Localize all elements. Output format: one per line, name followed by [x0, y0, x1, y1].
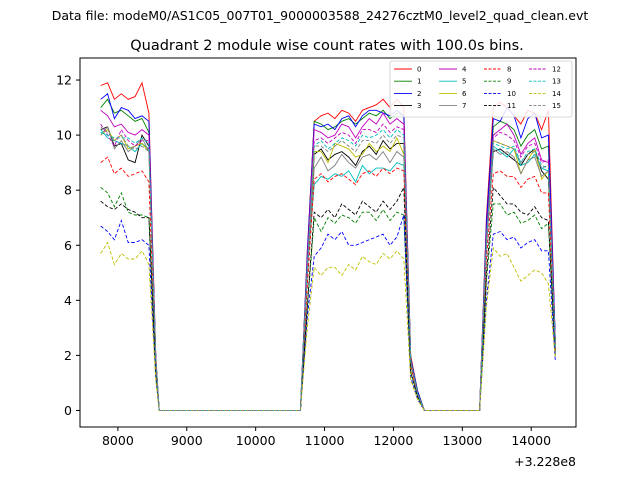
- legend-label-12: 12: [552, 66, 561, 74]
- legend-label-4: 4: [462, 66, 467, 74]
- series-line-11: [100, 186, 556, 411]
- series-line-13: [100, 128, 556, 411]
- y-tick-label: 10: [56, 128, 72, 143]
- series-line-14: [100, 241, 556, 411]
- legend-label-3: 3: [417, 102, 421, 110]
- x-tick-label: 14000: [511, 433, 551, 448]
- y-tick-label: 0: [64, 403, 72, 418]
- y-tick-label: 8: [64, 183, 72, 198]
- legend-label-6: 6: [462, 90, 467, 98]
- legend-label-13: 13: [552, 78, 561, 86]
- legend-label-5: 5: [462, 78, 466, 86]
- plot-area: 8000 9000 10000 11000 12000 13000 14000 0 2 4 6 8 1…: [56, 57, 577, 469]
- y-tick-label: 12: [56, 73, 72, 88]
- series-layer: [100, 81, 556, 411]
- y-tick-label: 2: [64, 348, 72, 363]
- legend-label-0: 0: [417, 66, 421, 74]
- suptitle: Data file: modeM0/AS1C05_007T01_90000035…: [52, 8, 589, 23]
- y-axis: 0 2 4 6 8 10 12: [56, 73, 80, 418]
- x-tick-label: 10000: [236, 433, 276, 448]
- legend-frame: [389, 60, 573, 118]
- x-offset-label: +3.228e8: [514, 454, 576, 469]
- y-tick-label: 6: [64, 238, 72, 253]
- legend-label-9: 9: [507, 78, 511, 86]
- series-line-8: [100, 156, 556, 411]
- legend-label-2: 2: [417, 90, 421, 98]
- x-tick-label: 11000: [305, 433, 345, 448]
- chart-title: Quadrant 2 module wise count rates with …: [130, 38, 524, 54]
- legend-label-11: 11: [507, 102, 516, 110]
- legend-label-7: 7: [462, 102, 466, 110]
- x-tick-label: 12000: [374, 433, 414, 448]
- x-tick-label: 13000: [442, 433, 482, 448]
- y-tick-label: 4: [64, 293, 72, 308]
- legend-label-1: 1: [417, 78, 421, 86]
- x-axis: 8000 9000 10000 11000 12000 13000 14000: [102, 427, 551, 448]
- series-line-10: [100, 214, 556, 411]
- legend-label-8: 8: [507, 66, 511, 74]
- legend-label-10: 10: [507, 90, 516, 98]
- x-tick-label: 9000: [171, 433, 203, 448]
- axes-border: [79, 57, 577, 428]
- x-tick-label: 8000: [102, 433, 134, 448]
- legend-label-15: 15: [552, 102, 561, 110]
- series-line-15: [100, 126, 556, 411]
- legend-label-14: 14: [552, 90, 561, 98]
